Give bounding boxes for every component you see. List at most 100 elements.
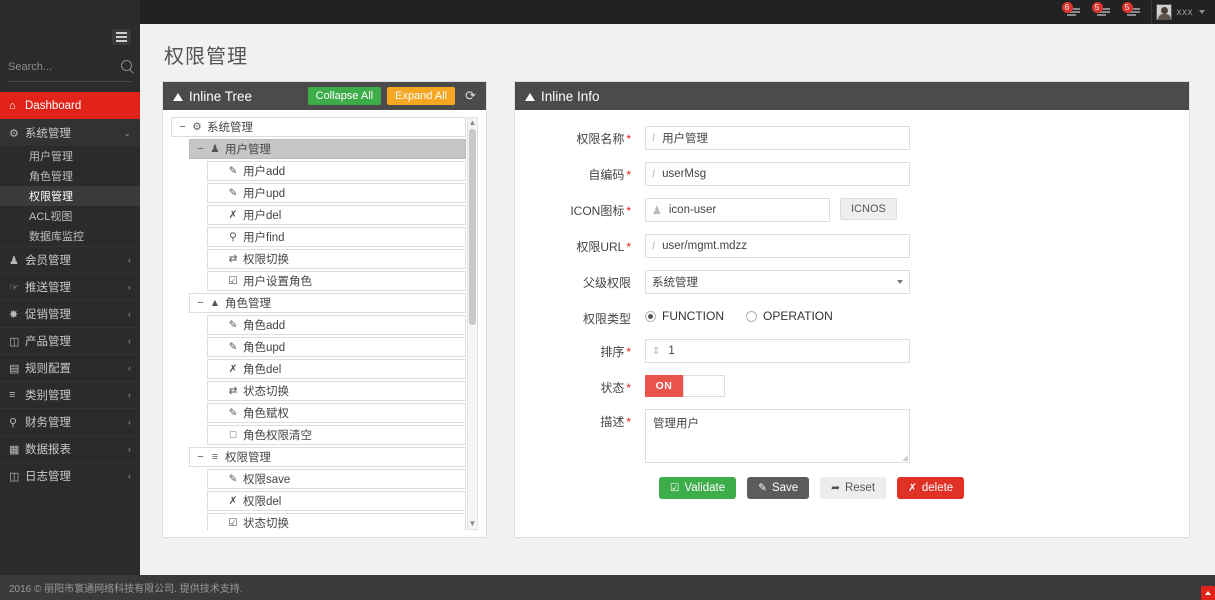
- tree-row[interactable]: ✎ 用户add: [207, 161, 466, 181]
- validate-button[interactable]: ☑ Validate: [659, 477, 737, 499]
- refresh-icon[interactable]: ⟳: [461, 87, 480, 105]
- scrollbar-thumb[interactable]: [469, 129, 476, 325]
- tree-row[interactable]: ✗ 权限del: [207, 491, 466, 511]
- tree-row-label: 用户del: [243, 210, 282, 222]
- tree-row[interactable]: ⚲ 用户find: [207, 227, 466, 247]
- sidebar-toggle-area: [0, 24, 140, 54]
- field-row-desc: 描述 * 管理用户: [535, 409, 1169, 463]
- tree-row[interactable]: ✎ 角色赋权: [207, 403, 466, 423]
- sidebar-item-promo-mgmt[interactable]: ✸ 促销管理 ‹: [0, 300, 140, 327]
- key-icon: ⚲: [9, 416, 18, 429]
- check-square-icon: ☑: [228, 275, 238, 287]
- search-icon: ⚲: [229, 231, 237, 243]
- tree-row[interactable]: □ 角色权限清空: [207, 425, 466, 445]
- sidebar-item-finance-mgmt[interactable]: ⚲ 财务管理 ‹: [0, 408, 140, 435]
- spinner-icon[interactable]: ⇕: [652, 345, 661, 357]
- permission-code-input[interactable]: I userMsg: [645, 162, 910, 186]
- sidebar-item-category-mgmt[interactable]: ≡ 类别管理 ‹: [0, 381, 140, 408]
- footer-text: 2016 © 丽阳市寰通网络科技有限公司. 提供技术支持.: [9, 584, 243, 595]
- reset-button[interactable]: ➦ Reset: [820, 477, 887, 499]
- sidebar-subitem-permission-mgmt[interactable]: 权限管理: [0, 186, 140, 206]
- icon-name-input[interactable]: ♟ icon-user: [645, 198, 830, 222]
- status-toggle[interactable]: ON: [645, 375, 725, 397]
- tree-row[interactable]: − ♟ 用户管理: [189, 139, 466, 159]
- scroll-up-icon[interactable]: ▲: [468, 118, 477, 127]
- sidebar-subitem-user-mgmt[interactable]: 用户管理: [0, 146, 140, 166]
- sidebar-item-member-mgmt[interactable]: ♟ 会员管理 ‹: [0, 246, 140, 273]
- permission-url-input[interactable]: I user/mgmt.mdzz: [645, 234, 910, 258]
- button-label: delete: [921, 482, 954, 494]
- radio-icon[interactable]: [746, 310, 757, 322]
- required-marker: *: [626, 345, 631, 359]
- field-label: 权限URL *: [535, 234, 645, 255]
- order-input[interactable]: ⇕ 1: [645, 339, 910, 363]
- collapse-all-button[interactable]: Collapse All: [307, 87, 382, 105]
- tree-row[interactable]: ☑ 用户设置角色: [207, 271, 466, 291]
- sidebar-item-product-mgmt[interactable]: ◫ 产品管理 ‹: [0, 327, 140, 354]
- tree-row[interactable]: ✎ 用户upd: [207, 183, 466, 203]
- sidebar-item-system-mgmt[interactable]: ⚙ 系统管理 ⌄: [0, 119, 140, 146]
- expand-all-button[interactable]: Expand All: [387, 87, 456, 105]
- icons-picker-button[interactable]: ICNOS: [840, 198, 897, 220]
- tree-row[interactable]: ☑ 状态切换: [207, 513, 466, 530]
- status-toggle-knob[interactable]: [683, 375, 725, 397]
- collapse-toggle-icon[interactable]: −: [197, 297, 204, 309]
- search-input[interactable]: [8, 54, 132, 80]
- radio-option-operation[interactable]: OPERATION: [746, 309, 833, 323]
- tree-row[interactable]: − ▲ 角色管理: [189, 293, 466, 313]
- tree-row[interactable]: ✎ 角色upd: [207, 337, 466, 357]
- sidebar-item-log-mgmt[interactable]: ◫ 日志管理 ‹: [0, 462, 140, 489]
- notification-tasks-button[interactable]: 5: [1121, 0, 1147, 24]
- tree-row[interactable]: ⇄ 权限切换: [207, 249, 466, 269]
- scroll-down-icon[interactable]: ▼: [468, 519, 477, 528]
- save-button[interactable]: ✎ Save: [747, 477, 810, 499]
- radio-icon[interactable]: [645, 310, 656, 322]
- pencil-icon: ✎: [228, 473, 238, 485]
- collapse-toggle-icon[interactable]: −: [197, 143, 204, 155]
- scroll-to-top-button[interactable]: [1201, 586, 1215, 600]
- sidebar-item-data-report[interactable]: ▦ 数据报表 ‹: [0, 435, 140, 462]
- field-label-text: 描述: [600, 415, 625, 429]
- field-label: 自编码 *: [535, 162, 645, 183]
- search-icon[interactable]: [121, 60, 132, 71]
- sidebar-subitem-acl-view[interactable]: ACL视图: [0, 206, 140, 226]
- tree-row[interactable]: ✗ 用户del: [207, 205, 466, 225]
- parent-permission-select[interactable]: 系统管理: [645, 270, 910, 294]
- tree-row[interactable]: − ⚙ 系统管理: [171, 117, 466, 137]
- field-control: FUNCTION OPERATION: [645, 306, 1169, 323]
- collapse-toggle-icon[interactable]: −: [179, 121, 186, 133]
- chevron-left-icon: ‹: [128, 444, 131, 454]
- delete-button[interactable]: ✗ delete: [897, 477, 965, 499]
- tree-row-label: 权限del: [243, 496, 282, 508]
- input-value: icon-user: [668, 204, 717, 216]
- description-textarea[interactable]: 管理用户: [645, 409, 910, 463]
- inline-tree-panel: Inline Tree Collapse All Expand All ⟳ − …: [162, 81, 487, 538]
- notification-list-button[interactable]: 6: [1061, 0, 1087, 24]
- required-marker: *: [626, 204, 631, 218]
- tree-row[interactable]: ✎ 角色add: [207, 315, 466, 335]
- collapse-toggle-icon[interactable]: −: [197, 451, 204, 463]
- notification-mail-button[interactable]: 5: [1091, 0, 1117, 24]
- top-bar-actions: 6 5 5 xxx: [140, 0, 1215, 24]
- sidebar-item-push-mgmt[interactable]: ☞ 推送管理 ‹: [0, 273, 140, 300]
- sidebar-subitem-role-mgmt[interactable]: 角色管理: [0, 166, 140, 186]
- tree-scroll-viewport: − ⚙ 系统管理 − ♟ 用户管理 ✎ 用户add: [171, 117, 478, 530]
- tree-row[interactable]: ✎ 权限save: [207, 469, 466, 489]
- tree-row[interactable]: − ≡ 权限管理: [189, 447, 466, 467]
- sidebar-item-dashboard[interactable]: ⌂ Dashboard: [0, 92, 147, 119]
- main-content: 权限管理 Inline Tree Collapse All Expand All…: [140, 24, 1215, 575]
- sidebar-menu: ⌂ Dashboard ⚙ 系统管理 ⌄ 用户管理 角色管理 权限管理 ACL视…: [0, 92, 147, 489]
- sidebar-subitem-db-monitor[interactable]: 数据库监控: [0, 226, 140, 246]
- sidebar-item-label: 推送管理: [25, 282, 71, 294]
- tree-row[interactable]: ⇄ 状态切换: [207, 381, 466, 401]
- tree-row[interactable]: ✗ 角色del: [207, 359, 466, 379]
- field-control: ⇕ 1: [645, 339, 1169, 363]
- tree-scrollbar[interactable]: ▲ ▼: [467, 117, 478, 530]
- hamburger-menu-button[interactable]: [112, 29, 131, 45]
- permission-name-input[interactable]: I 用户管理: [645, 126, 910, 150]
- user-menu[interactable]: xxx: [1155, 4, 1210, 20]
- sidebar-item-rule-config[interactable]: ▤ 规则配置 ‹: [0, 354, 140, 381]
- chevron-left-icon: ‹: [128, 471, 131, 481]
- radio-option-function[interactable]: FUNCTION: [645, 309, 724, 323]
- sidebar-subitem-label: 用户管理: [29, 151, 73, 163]
